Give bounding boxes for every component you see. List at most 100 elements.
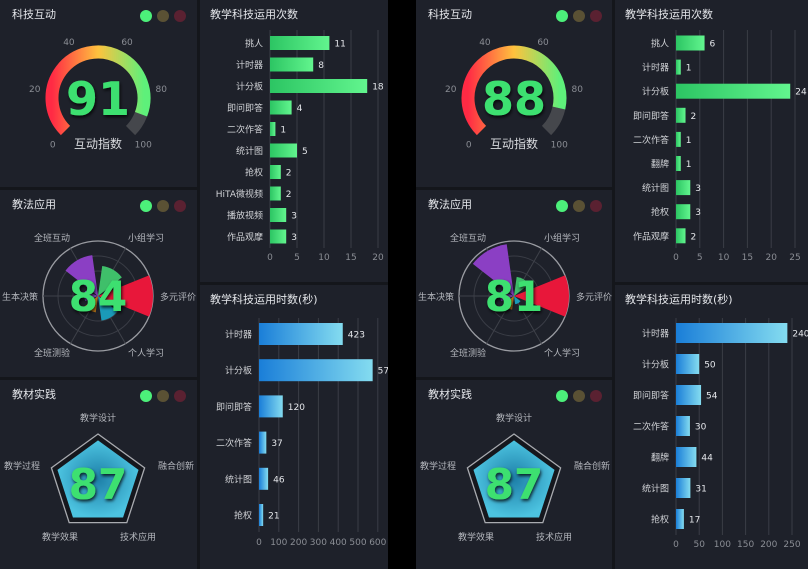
panel-title: 科技互动 — [428, 7, 472, 21]
gauge-tick-label: 20 — [445, 85, 457, 95]
status-light-yellow — [157, 390, 169, 402]
status-light-green — [556, 390, 568, 402]
radar-area — [57, 440, 139, 518]
bar-category-label: 计分板 — [225, 365, 252, 377]
bar — [259, 323, 343, 345]
gauge-tick-label: 100 — [551, 140, 568, 150]
bar-value-label: 24 — [795, 88, 807, 98]
bar-value-label: 11 — [334, 40, 345, 50]
status-light-yellow — [157, 10, 169, 22]
rose-category-label: 个人学习 — [544, 347, 580, 359]
rose-sector — [503, 296, 514, 310]
bar — [259, 431, 267, 454]
rose-category-label: 全班互动 — [34, 232, 70, 244]
x-tick-label: 0 — [673, 540, 679, 550]
bar-category-label: 作品观摩 — [633, 230, 669, 242]
rose-category-label: 个人学习 — [128, 347, 164, 359]
gauge-tick-label: 60 — [121, 38, 133, 48]
radar-value: 87 — [485, 460, 543, 509]
gauge-value: 88 — [482, 72, 546, 126]
radar-category-label: 融合创新 — [574, 460, 610, 472]
bar — [676, 447, 697, 467]
rose-axis-line — [513, 295, 542, 344]
bar — [676, 228, 686, 244]
bar — [259, 504, 264, 526]
bar-category-label: 即问即答 — [216, 401, 252, 413]
status-light-green — [140, 390, 152, 402]
dashboard-left: 科技互动 教法应用 教材实践 教学科技运用次数 教学科技运用时数(秒) 0 20 40 60 80… — [0, 0, 388, 569]
rose-sector — [472, 244, 514, 296]
bar-value-label: 6 — [710, 40, 716, 50]
bar-category-label: 二次作答 — [633, 134, 669, 146]
status-light-yellow — [573, 200, 585, 212]
status-light-red — [590, 390, 602, 402]
bar-category-label: 计时器 — [236, 59, 263, 71]
panel-title: 教学科技运用次数 — [625, 7, 713, 21]
bar-value-label: 1 — [280, 126, 286, 136]
radar-category-label: 教学过程 — [4, 460, 40, 472]
x-tick-label: 400 — [330, 538, 347, 548]
bar — [676, 180, 691, 196]
x-tick-label: 600 — [369, 538, 386, 548]
bar-value-label: 2 — [691, 112, 697, 122]
bar-value-label: 3 — [291, 212, 297, 222]
bar — [259, 395, 283, 418]
bar-value-label: 3 — [291, 233, 297, 243]
rose-sector — [84, 296, 98, 313]
x-tick-label: 20 — [372, 253, 384, 263]
x-tick-label: 0 — [256, 538, 262, 548]
bar-category-label: 抢权 — [651, 514, 669, 526]
x-tick-label: 0 — [267, 253, 273, 263]
gauge-track — [541, 106, 566, 136]
bar-category-label: 翻牌 — [651, 158, 669, 170]
gauge-value: 91 — [66, 72, 130, 126]
x-tick-label: 15 — [742, 253, 753, 263]
x-tick-label: 200 — [760, 540, 777, 550]
bar-category-label: 二次作答 — [227, 124, 263, 136]
status-light-green — [556, 10, 568, 22]
panel-title: 教材实践 — [12, 387, 56, 401]
panel-rose — [416, 190, 612, 377]
bar — [676, 156, 681, 171]
rose-category-label: 小组学习 — [544, 232, 580, 244]
panel-title: 教法应用 — [12, 197, 56, 211]
bar — [676, 416, 690, 436]
status-light-red — [174, 200, 186, 212]
x-tick-label: 100 — [270, 538, 287, 548]
bar — [676, 35, 705, 51]
rose-sector — [514, 275, 569, 317]
status-light-red — [590, 10, 602, 22]
status-light-yellow — [573, 10, 585, 22]
radar-area — [473, 440, 555, 518]
bar — [270, 186, 281, 201]
x-tick-label: 0 — [673, 253, 679, 263]
bar-value-label: 1 — [686, 160, 692, 170]
radar-category-label: 教学效果 — [42, 531, 78, 543]
radar-category-label: 教学过程 — [420, 460, 456, 472]
gauge-label: 互动指数 — [74, 136, 122, 151]
rose-category-label: 生本决策 — [2, 291, 38, 303]
bar-category-label: 二次作答 — [633, 421, 669, 433]
bar-category-label: 即问即答 — [227, 102, 263, 114]
rose-category-label: 全班互动 — [450, 232, 486, 244]
gauge-value-arc — [45, 45, 151, 136]
bar-category-label: 计分板 — [642, 86, 669, 98]
radar-category-label: 技术应用 — [120, 531, 156, 543]
bar — [270, 165, 281, 179]
x-tick-label: 10 — [718, 253, 730, 263]
rose-sector — [514, 276, 530, 296]
bar-value-label: 31 — [695, 485, 706, 495]
x-tick-label: 300 — [310, 538, 327, 548]
x-tick-label: 50 — [693, 540, 705, 550]
bar-category-label: 翻牌 — [651, 452, 669, 464]
rose-sector — [514, 296, 521, 305]
status-light-yellow — [573, 390, 585, 402]
bar — [259, 359, 373, 382]
bar-value-label: 18 — [372, 83, 384, 93]
rose-sector — [65, 255, 98, 296]
gauge-value-arc — [461, 45, 567, 136]
bar-value-label: 21 — [268, 512, 279, 522]
bar — [270, 229, 287, 244]
bar-value-label: 46 — [273, 475, 285, 485]
bar-value-label: 2 — [286, 190, 292, 200]
